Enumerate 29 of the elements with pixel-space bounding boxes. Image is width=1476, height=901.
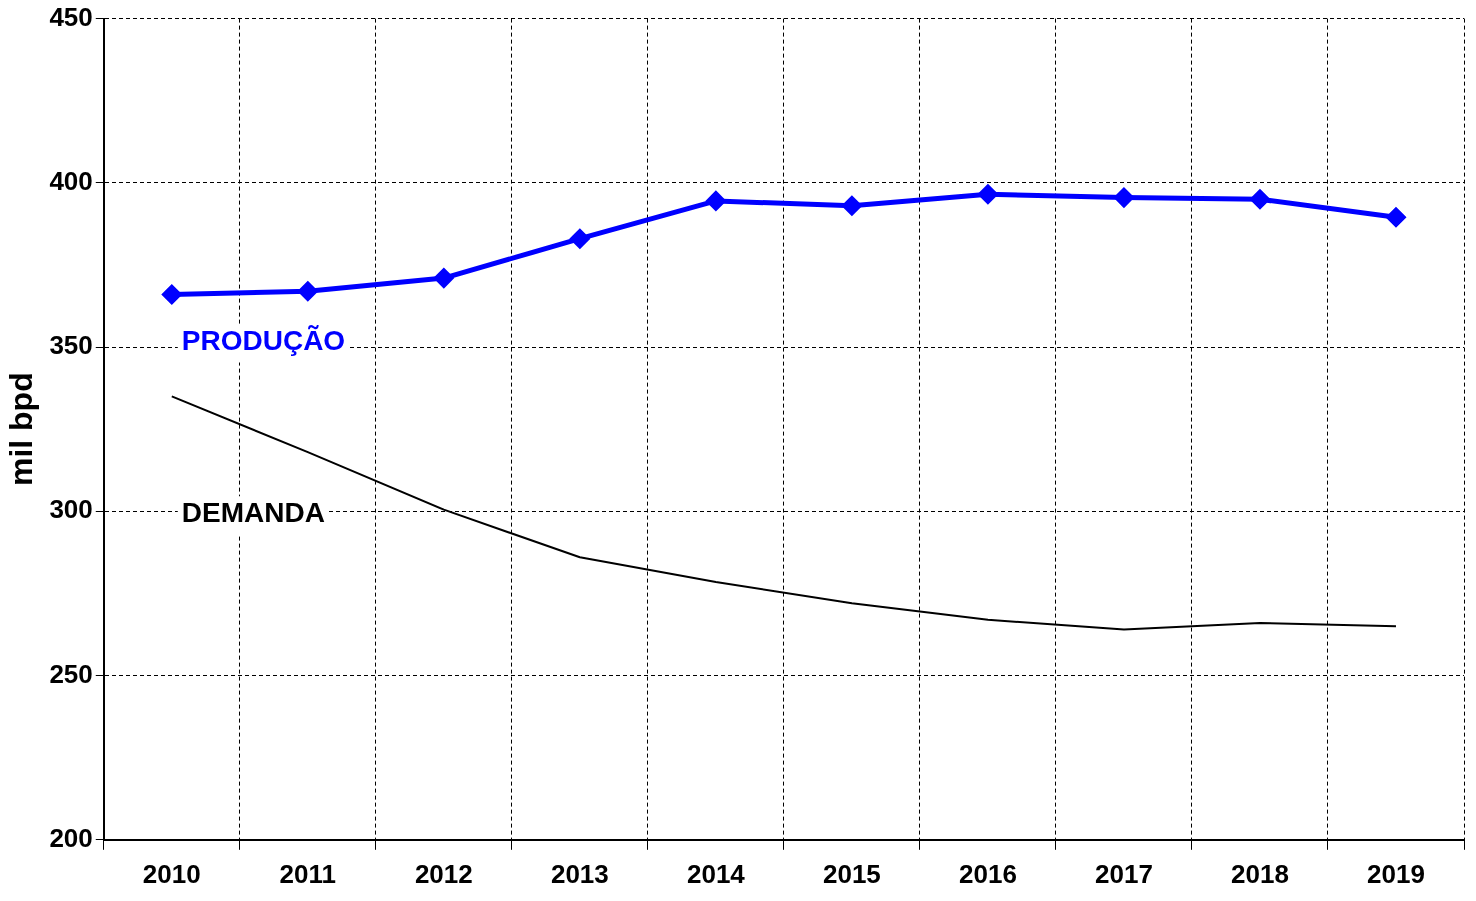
y-tick-label: 200 xyxy=(49,822,93,853)
series-label: PRODUÇÃO xyxy=(181,325,346,357)
point xyxy=(1114,188,1134,208)
y-axis-title: mil bpd xyxy=(3,372,40,487)
y-tick-label: 300 xyxy=(49,494,93,525)
y-tick-label: 450 xyxy=(49,1,93,32)
point xyxy=(1386,207,1406,227)
x-tick-label: 2011 xyxy=(279,858,337,889)
point xyxy=(162,285,182,305)
point xyxy=(434,268,454,288)
x-tick-label: 2012 xyxy=(414,858,473,889)
point xyxy=(298,281,318,301)
x-tick-label: 2013 xyxy=(550,858,609,889)
x-tick-label: 2019 xyxy=(1367,858,1425,889)
point xyxy=(570,229,590,249)
point xyxy=(706,191,726,211)
x-tick-label: 2018 xyxy=(1231,858,1289,889)
y-tick-label: 350 xyxy=(49,330,93,361)
x-tick-label: 2017 xyxy=(1095,858,1153,889)
x-tick-label: 2016 xyxy=(959,858,1017,889)
point xyxy=(842,196,862,216)
x-tick-label: 2010 xyxy=(142,858,201,889)
y-tick-label: 250 xyxy=(49,658,93,689)
point xyxy=(978,184,998,204)
series-label: DEMANDA xyxy=(181,497,325,529)
x-tick-label: 2015 xyxy=(822,858,881,889)
point xyxy=(1250,189,1270,209)
x-tick-label: 2014 xyxy=(686,858,746,889)
y-tick-label: 400 xyxy=(49,166,93,197)
